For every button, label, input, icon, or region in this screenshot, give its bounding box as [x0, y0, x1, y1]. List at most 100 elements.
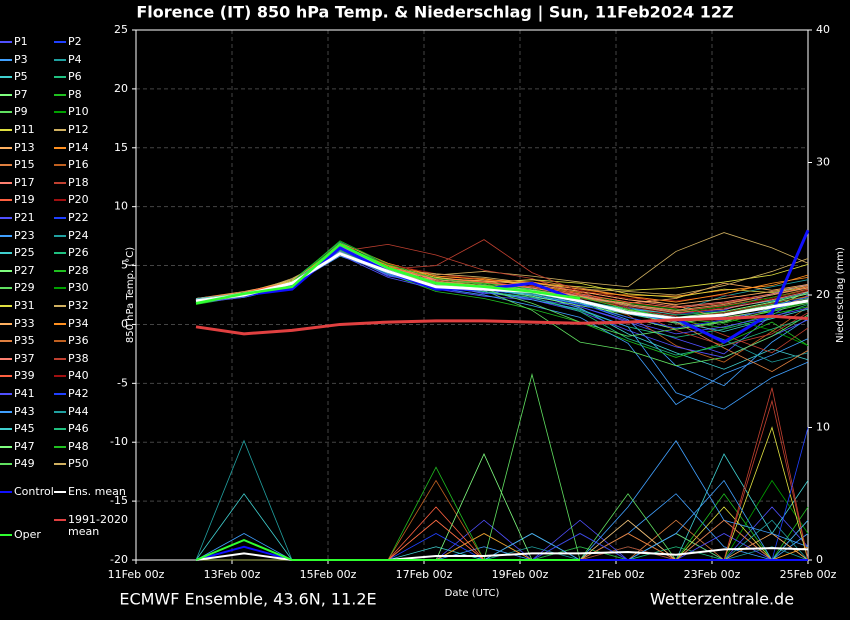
- legend-entry: P25: [0, 247, 35, 259]
- legend-entry: P28: [54, 264, 89, 277]
- x-tick-label: 23Feb 00z: [684, 568, 741, 581]
- legend-label: P47: [14, 439, 35, 453]
- legend-entry: P35: [0, 335, 35, 347]
- x-tick-label: 19Feb 00z: [492, 568, 549, 581]
- legend-swatch: [0, 393, 12, 395]
- y-tick-label: 15: [114, 141, 128, 154]
- legend-swatch: [54, 41, 66, 43]
- legend-label: P22: [68, 211, 89, 224]
- legend-swatch: [54, 164, 66, 167]
- precip-line: [195, 439, 809, 561]
- temp-line: [195, 243, 809, 312]
- legend-swatch: [54, 93, 66, 96]
- temp-line: [195, 248, 809, 302]
- y2-tick-label: 40: [816, 23, 830, 36]
- legend-entry: P31: [0, 300, 35, 312]
- legend-label: P16: [68, 158, 89, 172]
- legend-swatch: [54, 58, 66, 61]
- legend-swatch: [0, 129, 12, 131]
- legend-entry: P1: [0, 36, 28, 48]
- y2-tick-label: 10: [816, 421, 830, 434]
- subtitle: ECMWF Ensemble, 43.6N, 11.2E: [119, 590, 376, 609]
- legend-swatch: [54, 76, 66, 79]
- legend-swatch: [54, 199, 66, 202]
- legend-label: P30: [68, 281, 89, 295]
- y-tick-label: -20: [110, 553, 128, 566]
- legend-swatch: [0, 269, 12, 272]
- y2-tick-label: 0: [816, 553, 823, 566]
- legend-swatch: [0, 181, 12, 184]
- legend-swatch: [54, 357, 66, 360]
- legend-swatch: [0, 58, 12, 61]
- y-tick-label: -10: [110, 435, 128, 448]
- legend-swatch: [0, 76, 12, 79]
- legend-swatch: [0, 111, 12, 114]
- legend-swatch: [54, 287, 66, 290]
- y-tick-label: 20: [114, 82, 128, 95]
- x-tick-label: 11Feb 00z: [108, 568, 165, 581]
- legend-entry: Oper: [0, 529, 41, 541]
- legend-entry: P4: [54, 53, 82, 66]
- legend-label: Control: [14, 485, 54, 498]
- legend-entry: P49: [0, 458, 35, 470]
- legend-entry: P14: [54, 141, 89, 154]
- legend-swatch: [54, 269, 66, 272]
- legend-entry: P18: [54, 175, 89, 189]
- legend-entry: P19: [0, 194, 35, 206]
- legend-swatch: [0, 491, 12, 493]
- legend-entry: P44: [54, 404, 89, 418]
- legend-swatch: [0, 410, 12, 413]
- legend-label: P21: [14, 211, 35, 224]
- precip-line: [196, 479, 809, 561]
- legend-label: P17: [14, 175, 35, 189]
- legend-swatch: [54, 428, 66, 431]
- temp-line: [195, 253, 809, 370]
- precip-line: [196, 479, 809, 561]
- y2-axis-label: Niederschlag (mm): [835, 247, 846, 343]
- legend-swatch: [0, 534, 12, 536]
- source: Wetterzentrale.de: [650, 590, 794, 609]
- legend-label: P38: [68, 351, 89, 365]
- legend-entry: P8: [54, 87, 82, 101]
- legend-label: P8: [68, 87, 82, 101]
- legend-swatch: [0, 252, 12, 255]
- x-tick-label: 17Feb 00z: [396, 568, 453, 581]
- legend-label: P19: [14, 193, 35, 207]
- legend-label: P39: [14, 369, 35, 383]
- legend-entry: P29: [0, 282, 35, 294]
- legend-swatch: [54, 491, 66, 493]
- legend-entry: 1991-2020 mean: [54, 514, 132, 538]
- legend-label: P43: [14, 404, 35, 418]
- legend-entry: P3: [0, 53, 28, 66]
- legend-swatch: [54, 305, 66, 307]
- legend-entry: P34: [54, 317, 89, 330]
- y-tick-label: 5: [121, 259, 128, 272]
- temp-line: [195, 242, 581, 305]
- legend-label: P29: [14, 281, 35, 295]
- temp-line: [195, 248, 809, 302]
- legend-entry: Control: [0, 486, 54, 498]
- legend-swatch: [54, 322, 66, 325]
- legend-entry: P5: [0, 71, 28, 83]
- legend-swatch: [54, 463, 66, 466]
- legend-label: P18: [68, 175, 89, 189]
- legend-entry: P50: [54, 458, 89, 470]
- legend-entry: P7: [0, 88, 28, 101]
- legend-swatch: [0, 217, 12, 219]
- legend-entry: P47: [0, 439, 35, 453]
- legend-swatch: [0, 146, 12, 149]
- legend-label: P15: [14, 158, 35, 172]
- x-tick-label: 21Feb 00z: [588, 568, 645, 581]
- legend-swatch: [54, 252, 66, 255]
- legend-label: P44: [68, 404, 89, 418]
- precip-line: [196, 399, 809, 561]
- legend-swatch: [0, 463, 12, 466]
- legend-entry: P11: [0, 124, 35, 136]
- temp-line: [195, 246, 809, 358]
- y-tick-label: 25: [114, 23, 128, 36]
- legend-entry: P36: [54, 335, 89, 347]
- legend-entry: P38: [54, 351, 89, 365]
- legend-label: P12: [68, 123, 89, 136]
- legend-swatch: [0, 164, 12, 167]
